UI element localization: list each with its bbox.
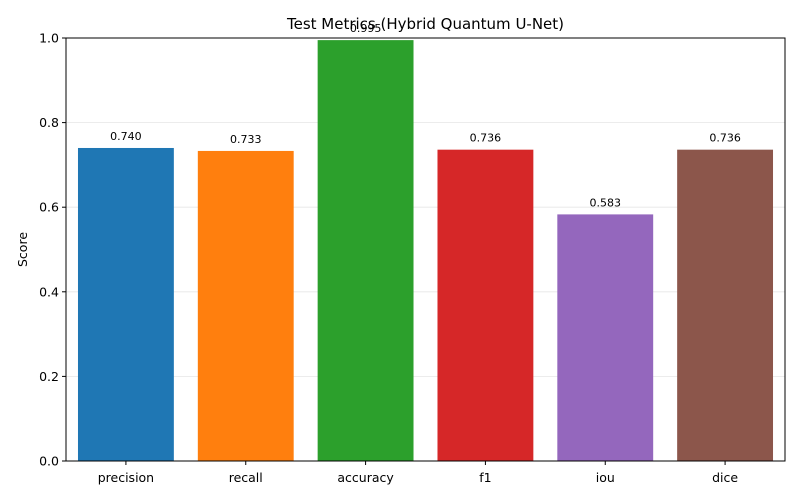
y-tick-label: 0.8: [39, 115, 59, 130]
bar-dice: [677, 149, 774, 461]
x-tick-label-iou: iou: [596, 470, 615, 485]
bar-iou: [557, 214, 654, 461]
y-tick-label: 0.6: [39, 200, 59, 215]
data-label-iou: 0.583: [590, 196, 622, 209]
y-tick-label: 0.2: [39, 369, 59, 384]
x-tick-label-precision: precision: [98, 470, 154, 485]
data-label-recall: 0.733: [230, 133, 262, 146]
data-label-dice: 0.736: [709, 132, 741, 145]
chart-title: Test Metrics (Hybrid Quantum U-Net): [286, 15, 564, 33]
bar-recall: [197, 150, 294, 462]
plot-frame: [65, 37, 786, 462]
data-label-f1: 0.736: [470, 132, 502, 145]
grid-lines: [66, 122, 785, 377]
y-tick-label: 0.4: [39, 284, 59, 299]
bar-accuracy: [317, 40, 414, 462]
y-axis-ticks: 0.0 0.2 0.4 0.6 0.8 1.0: [39, 31, 66, 469]
y-axis-label: Score: [15, 232, 30, 267]
bar-precision: [77, 147, 174, 462]
bar-f1: [437, 149, 534, 461]
x-tick-label-accuracy: accuracy: [337, 470, 394, 485]
x-tick-label-f1: f1: [479, 470, 491, 485]
data-label-accuracy: 0.995: [350, 22, 382, 35]
y-tick-label: 1.0: [39, 31, 59, 46]
x-tick-label-dice: dice: [712, 470, 738, 485]
data-label-precision: 0.740: [110, 130, 142, 143]
x-axis-ticks: precision recall accuracy f1 iou dice: [98, 461, 738, 485]
data-labels: 0.740 0.733 0.995 0.736 0.583 0.736: [110, 22, 741, 209]
bars: [77, 40, 774, 462]
x-tick-label-recall: recall: [229, 470, 263, 485]
y-tick-label: 0.0: [39, 454, 59, 469]
